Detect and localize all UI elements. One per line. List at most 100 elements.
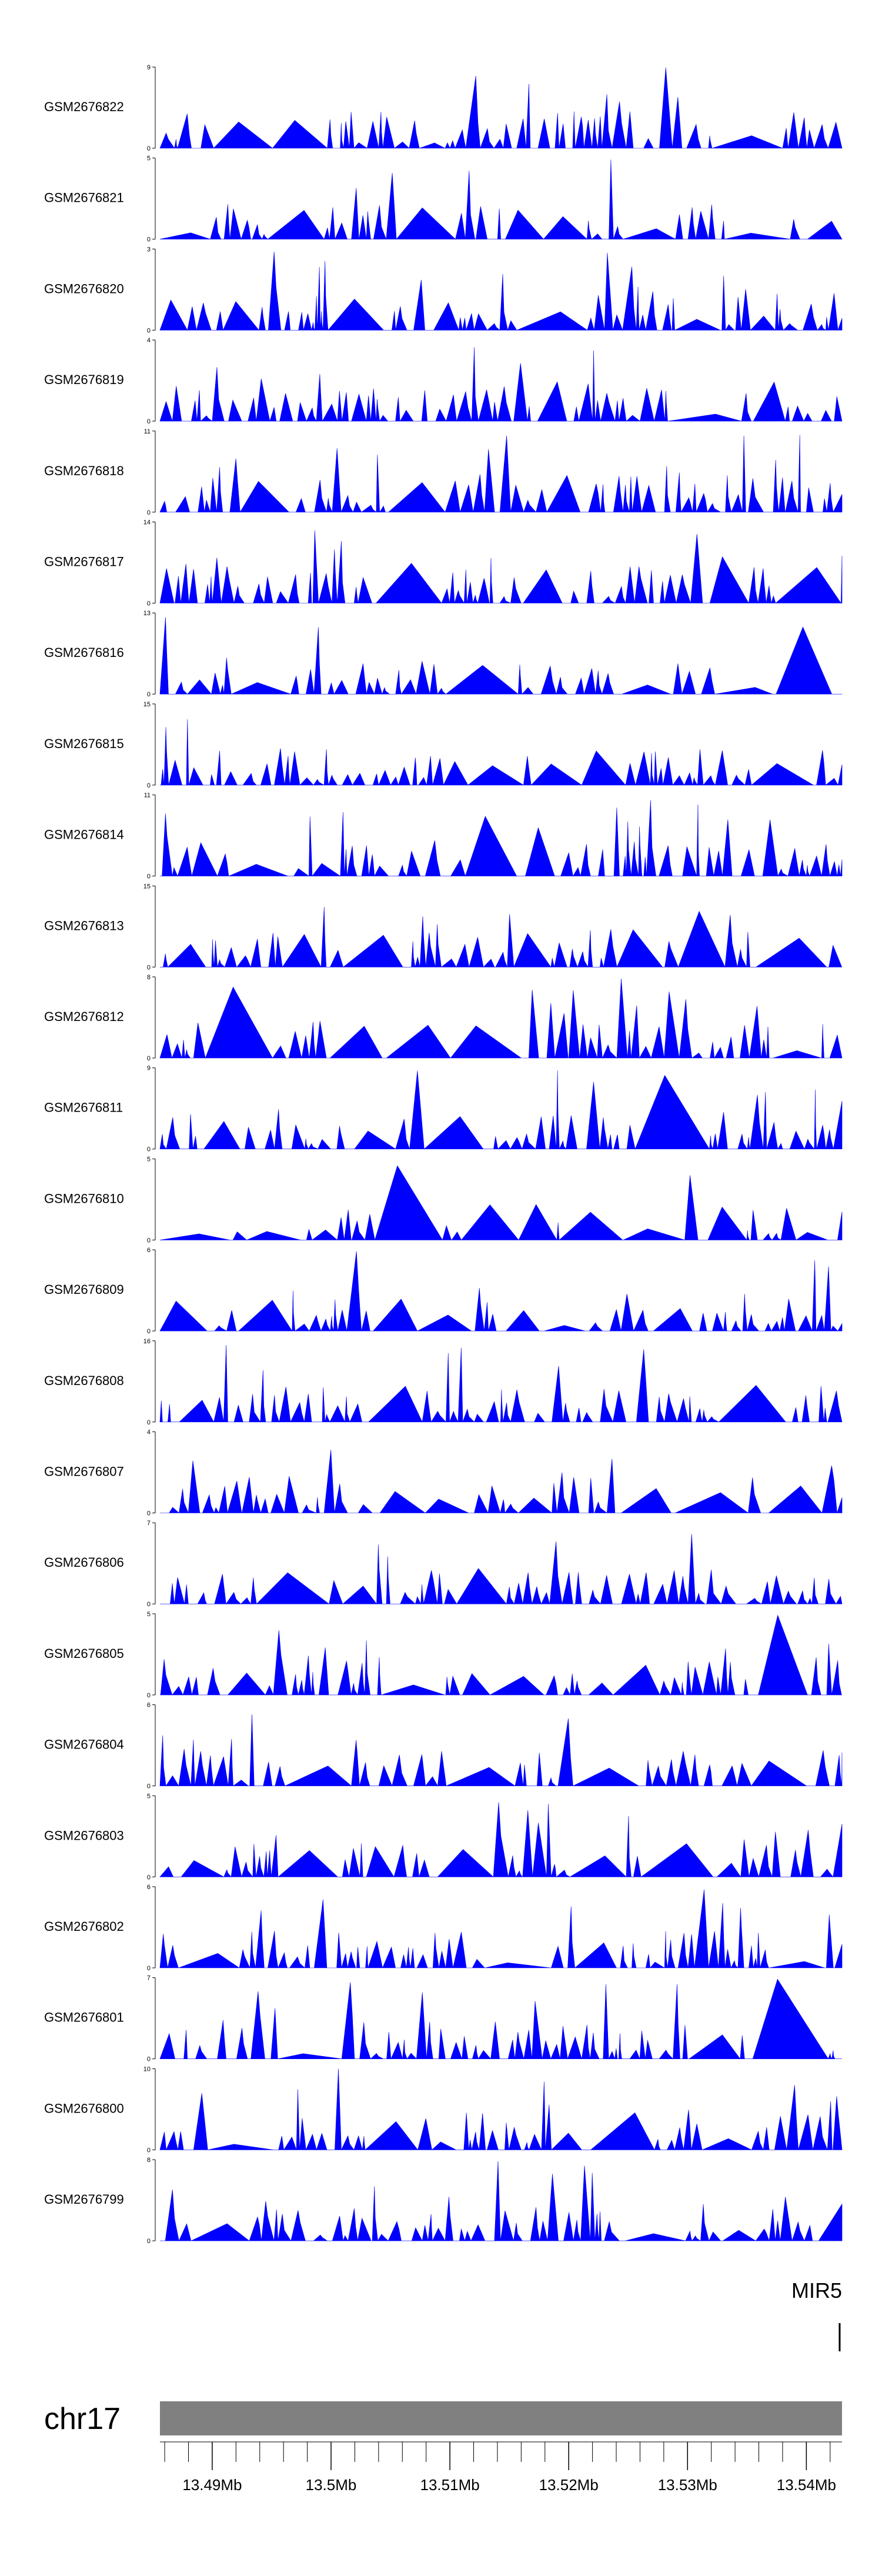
y-min-label: 0 (147, 1965, 151, 1972)
coverage-area (160, 800, 843, 877)
coverage-track: GSM2676803 5 0 (44, 1793, 843, 1881)
coverage-track: GSM2676815 15 0 (44, 701, 843, 789)
coverage-track: GSM2676801 7 0 (44, 1975, 842, 2063)
coverage-area (159, 1802, 843, 1878)
y-max-label: 7 (147, 1975, 151, 1982)
coverage-track: GSM2676818 11 0 (44, 428, 843, 516)
coverage-track: GSM2676809 6 0 (44, 1247, 843, 1335)
y-max-label: 14 (143, 519, 151, 526)
coverage-area (159, 530, 843, 604)
track-label: GSM2676808 (44, 1373, 124, 1388)
y-max-label: 15 (143, 701, 151, 708)
coverage-track: GSM2676804 6 0 (44, 1702, 843, 1790)
y-max-label: 9 (147, 64, 151, 71)
chromosome-bar (160, 2401, 842, 2435)
y-min-label: 0 (147, 509, 151, 516)
y-min-label: 0 (147, 1510, 151, 1517)
coverage-track: GSM2676822 9 0 (44, 64, 843, 152)
y-min-label: 0 (147, 1692, 151, 1699)
chromosome-label: chr17 (44, 2402, 121, 2436)
track-label: GSM2676814 (44, 827, 124, 842)
coverage-track: GSM2676805 5 0 (44, 1611, 842, 1699)
gene-annotation: MIR5 (791, 2278, 842, 2351)
coverage-track: GSM2676812 8 0 (44, 974, 843, 1062)
coverage-area (159, 435, 843, 513)
track-label: GSM2676807 (44, 1464, 124, 1479)
track-label: GSM2676810 (44, 1191, 124, 1206)
y-min-label: 0 (147, 600, 151, 608)
coverage-track: GSM2676807 4 0 (44, 1429, 843, 1517)
coverage-area (159, 1165, 843, 1241)
y-max-label: 16 (143, 1338, 151, 1345)
coverage-area (159, 159, 843, 240)
coverage-track: GSM2676821 5 0 (44, 155, 843, 243)
track-label: GSM2676801 (44, 2010, 124, 2025)
track-label: GSM2676822 (44, 99, 124, 114)
coverage-track: GSM2676820 3 0 (44, 246, 843, 334)
track-label: GSM2676818 (44, 463, 124, 478)
y-min-label: 0 (147, 964, 151, 971)
genome-position-label: 13.51Mb (420, 2476, 480, 2494)
coverage-area (159, 979, 843, 1059)
y-min-label: 0 (147, 145, 151, 152)
coverage-track: GSM2676813 15 0 (44, 883, 842, 971)
track-label: GSM2676817 (44, 555, 124, 569)
genome-position-label: 13.54Mb (777, 2476, 836, 2494)
track-label: GSM2676805 (44, 1646, 124, 1661)
y-min-label: 0 (147, 1874, 151, 1881)
track-label: GSM2676812 (44, 1009, 124, 1024)
track-label: GSM2676806 (44, 1555, 124, 1570)
genome-position-label: 13.53Mb (658, 2476, 717, 2494)
genome-position-label: 13.52Mb (539, 2476, 599, 2494)
y-min-label: 0 (147, 1783, 151, 1790)
coverage-area (159, 1889, 843, 1969)
y-max-label: 13 (143, 610, 151, 617)
y-min-label: 0 (147, 2238, 151, 2245)
y-min-label: 0 (147, 236, 151, 243)
coverage-area (159, 1978, 842, 2060)
coverage-track: GSM2676806 7 0 (44, 1520, 843, 1608)
genome-position-label: 13.5Mb (306, 2476, 357, 2494)
coverage-track: GSM2676814 11 0 (44, 792, 843, 880)
y-min-label: 0 (147, 2147, 151, 2154)
coverage-area (160, 2161, 843, 2242)
y-max-label: 8 (147, 974, 151, 981)
y-max-label: 4 (147, 337, 151, 344)
track-label: GSM2676802 (44, 1919, 124, 1934)
y-max-label: 9 (147, 1065, 151, 1072)
coverage-area (160, 1614, 842, 1696)
coverage-tracks: GSM267682290GSM267682150GSM267682030GSM2… (44, 64, 843, 2245)
chromosome-ideogram: chr17 13.49Mb 13.5Mb 13.51Mb 13.52Mb 13.53Mb 1… (44, 2401, 842, 2494)
y-max-label: 11 (144, 792, 151, 799)
y-min-label: 0 (147, 327, 151, 334)
y-min-label: 0 (147, 691, 151, 698)
coverage-area (160, 907, 842, 968)
y-min-label: 0 (147, 1328, 151, 1335)
y-max-label: 5 (147, 1611, 151, 1618)
y-max-label: 6 (147, 1702, 151, 1709)
y-max-label: 6 (147, 1884, 151, 1891)
y-max-label: 15 (143, 883, 151, 890)
coverage-track: GSM2676816 13 0 (44, 610, 842, 698)
y-min-label: 0 (147, 873, 151, 880)
y-max-label: 7 (147, 1520, 151, 1527)
gene-label: MIR5 (791, 2278, 842, 2303)
y-min-label: 0 (147, 1601, 151, 1608)
y-min-label: 0 (147, 1055, 151, 1062)
y-max-label: 11 (144, 428, 151, 435)
coverage-track: GSM2676799 8 0 (44, 2157, 843, 2245)
track-label: GSM2676800 (44, 2101, 124, 2115)
coverage-area (160, 1534, 843, 1605)
y-max-label: 5 (147, 155, 151, 162)
track-label: GSM2676815 (44, 736, 124, 751)
coverage-track: GSM2676802 6 0 (44, 1884, 843, 1972)
y-min-label: 0 (147, 2056, 151, 2063)
track-label: GSM2676816 (44, 645, 124, 660)
y-min-label: 0 (147, 1419, 151, 1426)
coverage-area (159, 1070, 843, 1150)
coverage-area (159, 1345, 843, 1423)
coverage-area (159, 1251, 843, 1332)
coverage-track: GSM2676800 10 0 (44, 2066, 843, 2154)
coverage-track: GSM2676811 9 0 (44, 1065, 843, 1153)
